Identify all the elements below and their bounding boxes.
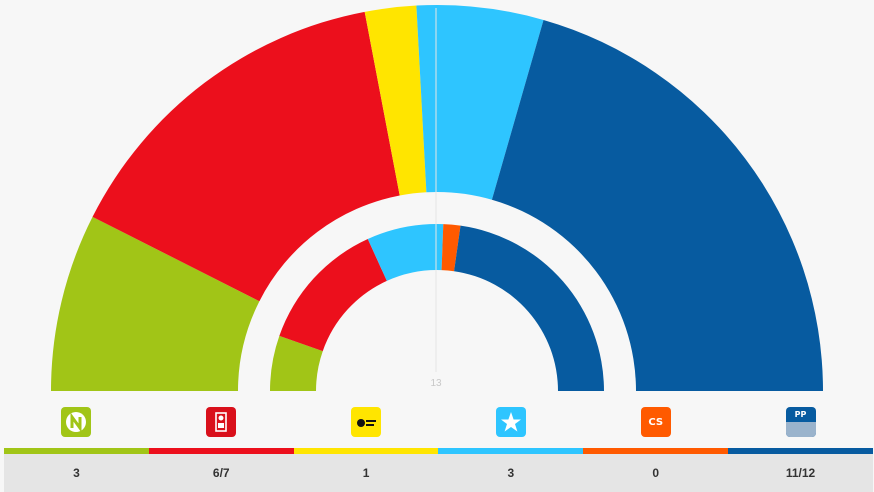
party-cell-pp: PP bbox=[728, 404, 873, 440]
party-logos-row: CS PP bbox=[4, 404, 873, 440]
ahi-logo-icon bbox=[351, 407, 382, 437]
outer-slice-nc bbox=[51, 216, 260, 391]
cc-logo-icon bbox=[495, 407, 526, 437]
cs-logo-icon: CS bbox=[640, 407, 671, 437]
seats-cc: 3 bbox=[507, 466, 515, 480]
hemicycle-chart: 13 bbox=[51, 4, 823, 392]
seats-psoe: 6/7 bbox=[212, 466, 230, 480]
seats-cs: 0 bbox=[652, 466, 660, 480]
majority-label: 13 bbox=[430, 378, 442, 389]
inner-ring bbox=[270, 224, 604, 391]
seats-ahi: 1 bbox=[362, 466, 370, 480]
inner-slice-psoe bbox=[279, 239, 387, 352]
party-color-bar bbox=[4, 448, 873, 454]
outer-slice-pp-av bbox=[491, 19, 823, 392]
pp-logo-text: PP bbox=[794, 410, 807, 419]
inner-slice-cc bbox=[367, 224, 444, 281]
cc-glyph bbox=[500, 412, 521, 432]
pp-logo-band bbox=[785, 422, 816, 437]
inner-slice-nc bbox=[270, 335, 323, 391]
color-bar-psoe bbox=[148, 448, 294, 454]
party-cell-psoe bbox=[149, 404, 294, 440]
color-bar-ahi bbox=[293, 448, 439, 454]
inner-slice-pp bbox=[454, 225, 604, 391]
seats-row: 3 6/7 1 3 0 11/12 bbox=[4, 454, 873, 492]
ahi-glyph bbox=[357, 419, 377, 427]
outer-ring bbox=[51, 4, 823, 392]
pp-logo-icon: PP bbox=[785, 407, 816, 437]
nc-glyph bbox=[66, 412, 87, 433]
outer-slice-ahi-amf bbox=[364, 5, 427, 196]
party-cell-ahi bbox=[294, 404, 439, 440]
party-cell-cs: CS bbox=[583, 404, 728, 440]
seats-pp: 11/12 bbox=[785, 466, 816, 480]
color-bar-pp bbox=[728, 448, 873, 454]
outer-slice-cc bbox=[416, 4, 544, 200]
outer-slice-psoe bbox=[92, 11, 400, 302]
cs-logo-text: CS bbox=[648, 416, 664, 428]
color-bar-nc bbox=[4, 448, 149, 454]
nc-logo-icon bbox=[61, 407, 92, 437]
party-cell-cc bbox=[438, 404, 583, 440]
party-cell-nc bbox=[4, 404, 149, 440]
color-bar-cs bbox=[583, 448, 729, 454]
inner-slice-cs bbox=[441, 224, 461, 272]
seats-nc: 3 bbox=[73, 466, 80, 480]
color-bar-cc bbox=[438, 448, 584, 454]
psoe-glyph bbox=[215, 412, 228, 432]
psoe-logo-icon bbox=[206, 407, 237, 437]
